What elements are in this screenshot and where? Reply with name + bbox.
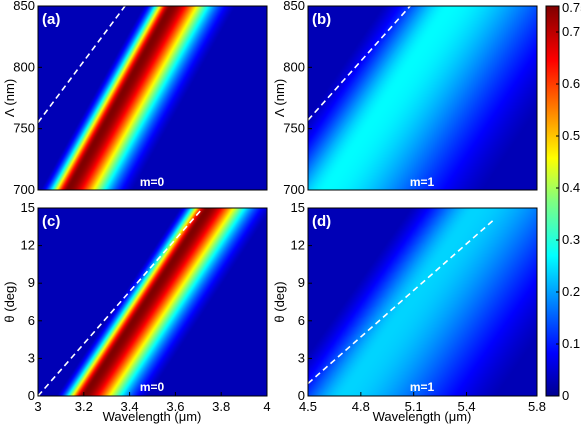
panel-c-label: (c) bbox=[42, 213, 60, 230]
panel-c-frame bbox=[37, 207, 268, 397]
x-tick-label: 4.8 bbox=[352, 399, 370, 414]
panel-d-ylabel: θ (deg) bbox=[272, 281, 287, 322]
panel-d-label: (d) bbox=[312, 213, 331, 230]
panel-a-yticks: 700 750 800 850 bbox=[13, 0, 42, 197]
colorbar-tick-label: 0.3 bbox=[562, 232, 580, 247]
y-tick-label: 15 bbox=[21, 200, 35, 215]
y-tick-label: 800 bbox=[13, 59, 35, 74]
y-tick-label: 15 bbox=[291, 200, 305, 215]
x-tick-label: 4 bbox=[263, 399, 270, 414]
y-tick-label: 700 bbox=[13, 182, 35, 197]
panel-d-yticks: 0 3 6 9 12 15 bbox=[291, 200, 312, 403]
panel-a-dashed-line bbox=[37, 5, 126, 124]
x-tick-label: 5.4 bbox=[457, 399, 475, 414]
y-tick-label: 12 bbox=[21, 238, 35, 253]
panel-d-dashed-line bbox=[307, 219, 494, 385]
panel-b-heatmap bbox=[308, 6, 537, 190]
y-tick-label: 750 bbox=[283, 121, 305, 136]
panel-a-heatmap bbox=[38, 6, 267, 190]
y-tick-label: 6 bbox=[28, 313, 35, 328]
dashed-light-line bbox=[37, 5, 126, 124]
colorbar-tick-label: 0.75 bbox=[562, 0, 581, 15]
panel-a-annotation: m=0 bbox=[140, 175, 165, 189]
y-tick-label: 0 bbox=[298, 388, 305, 403]
panel-d-annotation: m=1 bbox=[410, 380, 435, 394]
panel-b-yticks: 700 750 800 850 bbox=[283, 0, 312, 197]
x-tick-label: 5.8 bbox=[528, 399, 546, 414]
panel-c-xticks: 3 3.2 3.4 3.6 3.8 4 bbox=[34, 392, 271, 414]
panel-d-heatmap bbox=[308, 208, 537, 396]
colorbar-tick-label: 0 bbox=[562, 388, 569, 403]
panel-b-ylabel: Λ (nm) bbox=[272, 79, 287, 117]
colorbar: 0 0.1 0.2 0.3 0.4 0.5 0.6 0.7 0.75 bbox=[545, 0, 581, 403]
x-tick-label: 5.1 bbox=[405, 399, 423, 414]
x-tick-label: 3.6 bbox=[166, 399, 184, 414]
colorbar-tick-label: 0.6 bbox=[562, 76, 580, 91]
dashed-light-line bbox=[307, 219, 494, 385]
panel-d-frame bbox=[307, 207, 538, 397]
x-tick-label: 3.4 bbox=[121, 399, 139, 414]
panel-c-ylabel: θ (deg) bbox=[2, 281, 17, 322]
panel-c-dashed-line bbox=[37, 207, 204, 397]
panel-a-label: (a) bbox=[42, 11, 60, 28]
y-tick-label: 9 bbox=[28, 275, 35, 290]
y-tick-label: 700 bbox=[283, 182, 305, 197]
y-tick-label: 850 bbox=[283, 0, 305, 13]
y-tick-label: 3 bbox=[28, 350, 35, 365]
y-tick-label: 12 bbox=[291, 238, 305, 253]
panel-c-yticks: 0 3 6 9 12 15 bbox=[21, 200, 42, 403]
panel-b-label: (b) bbox=[312, 11, 331, 28]
y-tick-label: 750 bbox=[13, 121, 35, 136]
dashed-light-line bbox=[307, 5, 411, 121]
x-tick-label: 3.8 bbox=[212, 399, 230, 414]
panel-d-xticks: 4.5 4.8 5.1 5.4 5.8 bbox=[299, 392, 546, 414]
colorbar-tick-label: 0.7 bbox=[562, 24, 580, 39]
panel-d-xlabel: Wavelength (μm) bbox=[373, 409, 472, 424]
y-tick-label: 800 bbox=[283, 59, 305, 74]
x-tick-label: 3 bbox=[34, 399, 41, 414]
y-tick-label: 850 bbox=[13, 0, 35, 13]
colorbar-tick-label: 0.4 bbox=[562, 180, 580, 195]
colorbar-ticks: 0 0.1 0.2 0.3 0.4 0.5 0.6 0.7 0.75 bbox=[556, 0, 581, 403]
y-tick-label: 6 bbox=[298, 313, 305, 328]
dashed-light-line bbox=[37, 207, 204, 397]
panel-a: (a) m=0 700 750 800 850 Λ (nm) bbox=[2, 0, 268, 197]
panel-c-heatmap bbox=[38, 208, 267, 396]
panel-c-xlabel: Wavelength (μm) bbox=[103, 409, 202, 424]
colorbar-gradient bbox=[545, 5, 560, 397]
colorbar-tick-label: 0.1 bbox=[562, 336, 580, 351]
y-tick-label: 9 bbox=[298, 275, 305, 290]
panel-b-dashed-line bbox=[307, 5, 411, 121]
y-tick-label: 0 bbox=[28, 388, 35, 403]
x-tick-label: 4.5 bbox=[299, 399, 317, 414]
panel-a-frame bbox=[37, 5, 268, 191]
panel-a-ylabel: Λ (nm) bbox=[2, 79, 17, 117]
panel-d: (d) m=1 0 3 6 9 12 15 4.5 4.8 5.1 5.4 5.8 θ (deg)… bbox=[272, 200, 546, 424]
panel-b-annotation: m=1 bbox=[410, 175, 435, 189]
panel-b-frame bbox=[307, 5, 538, 191]
colorbar-tick-label: 0.5 bbox=[562, 128, 580, 143]
x-tick-label: 3.2 bbox=[75, 399, 93, 414]
y-tick-label: 3 bbox=[298, 350, 305, 365]
colorbar-tick-label: 0.2 bbox=[562, 284, 580, 299]
panel-c-annotation: m=0 bbox=[140, 380, 165, 394]
panel-b: (b) m=1 700 750 800 850 Λ (nm) bbox=[272, 0, 538, 197]
